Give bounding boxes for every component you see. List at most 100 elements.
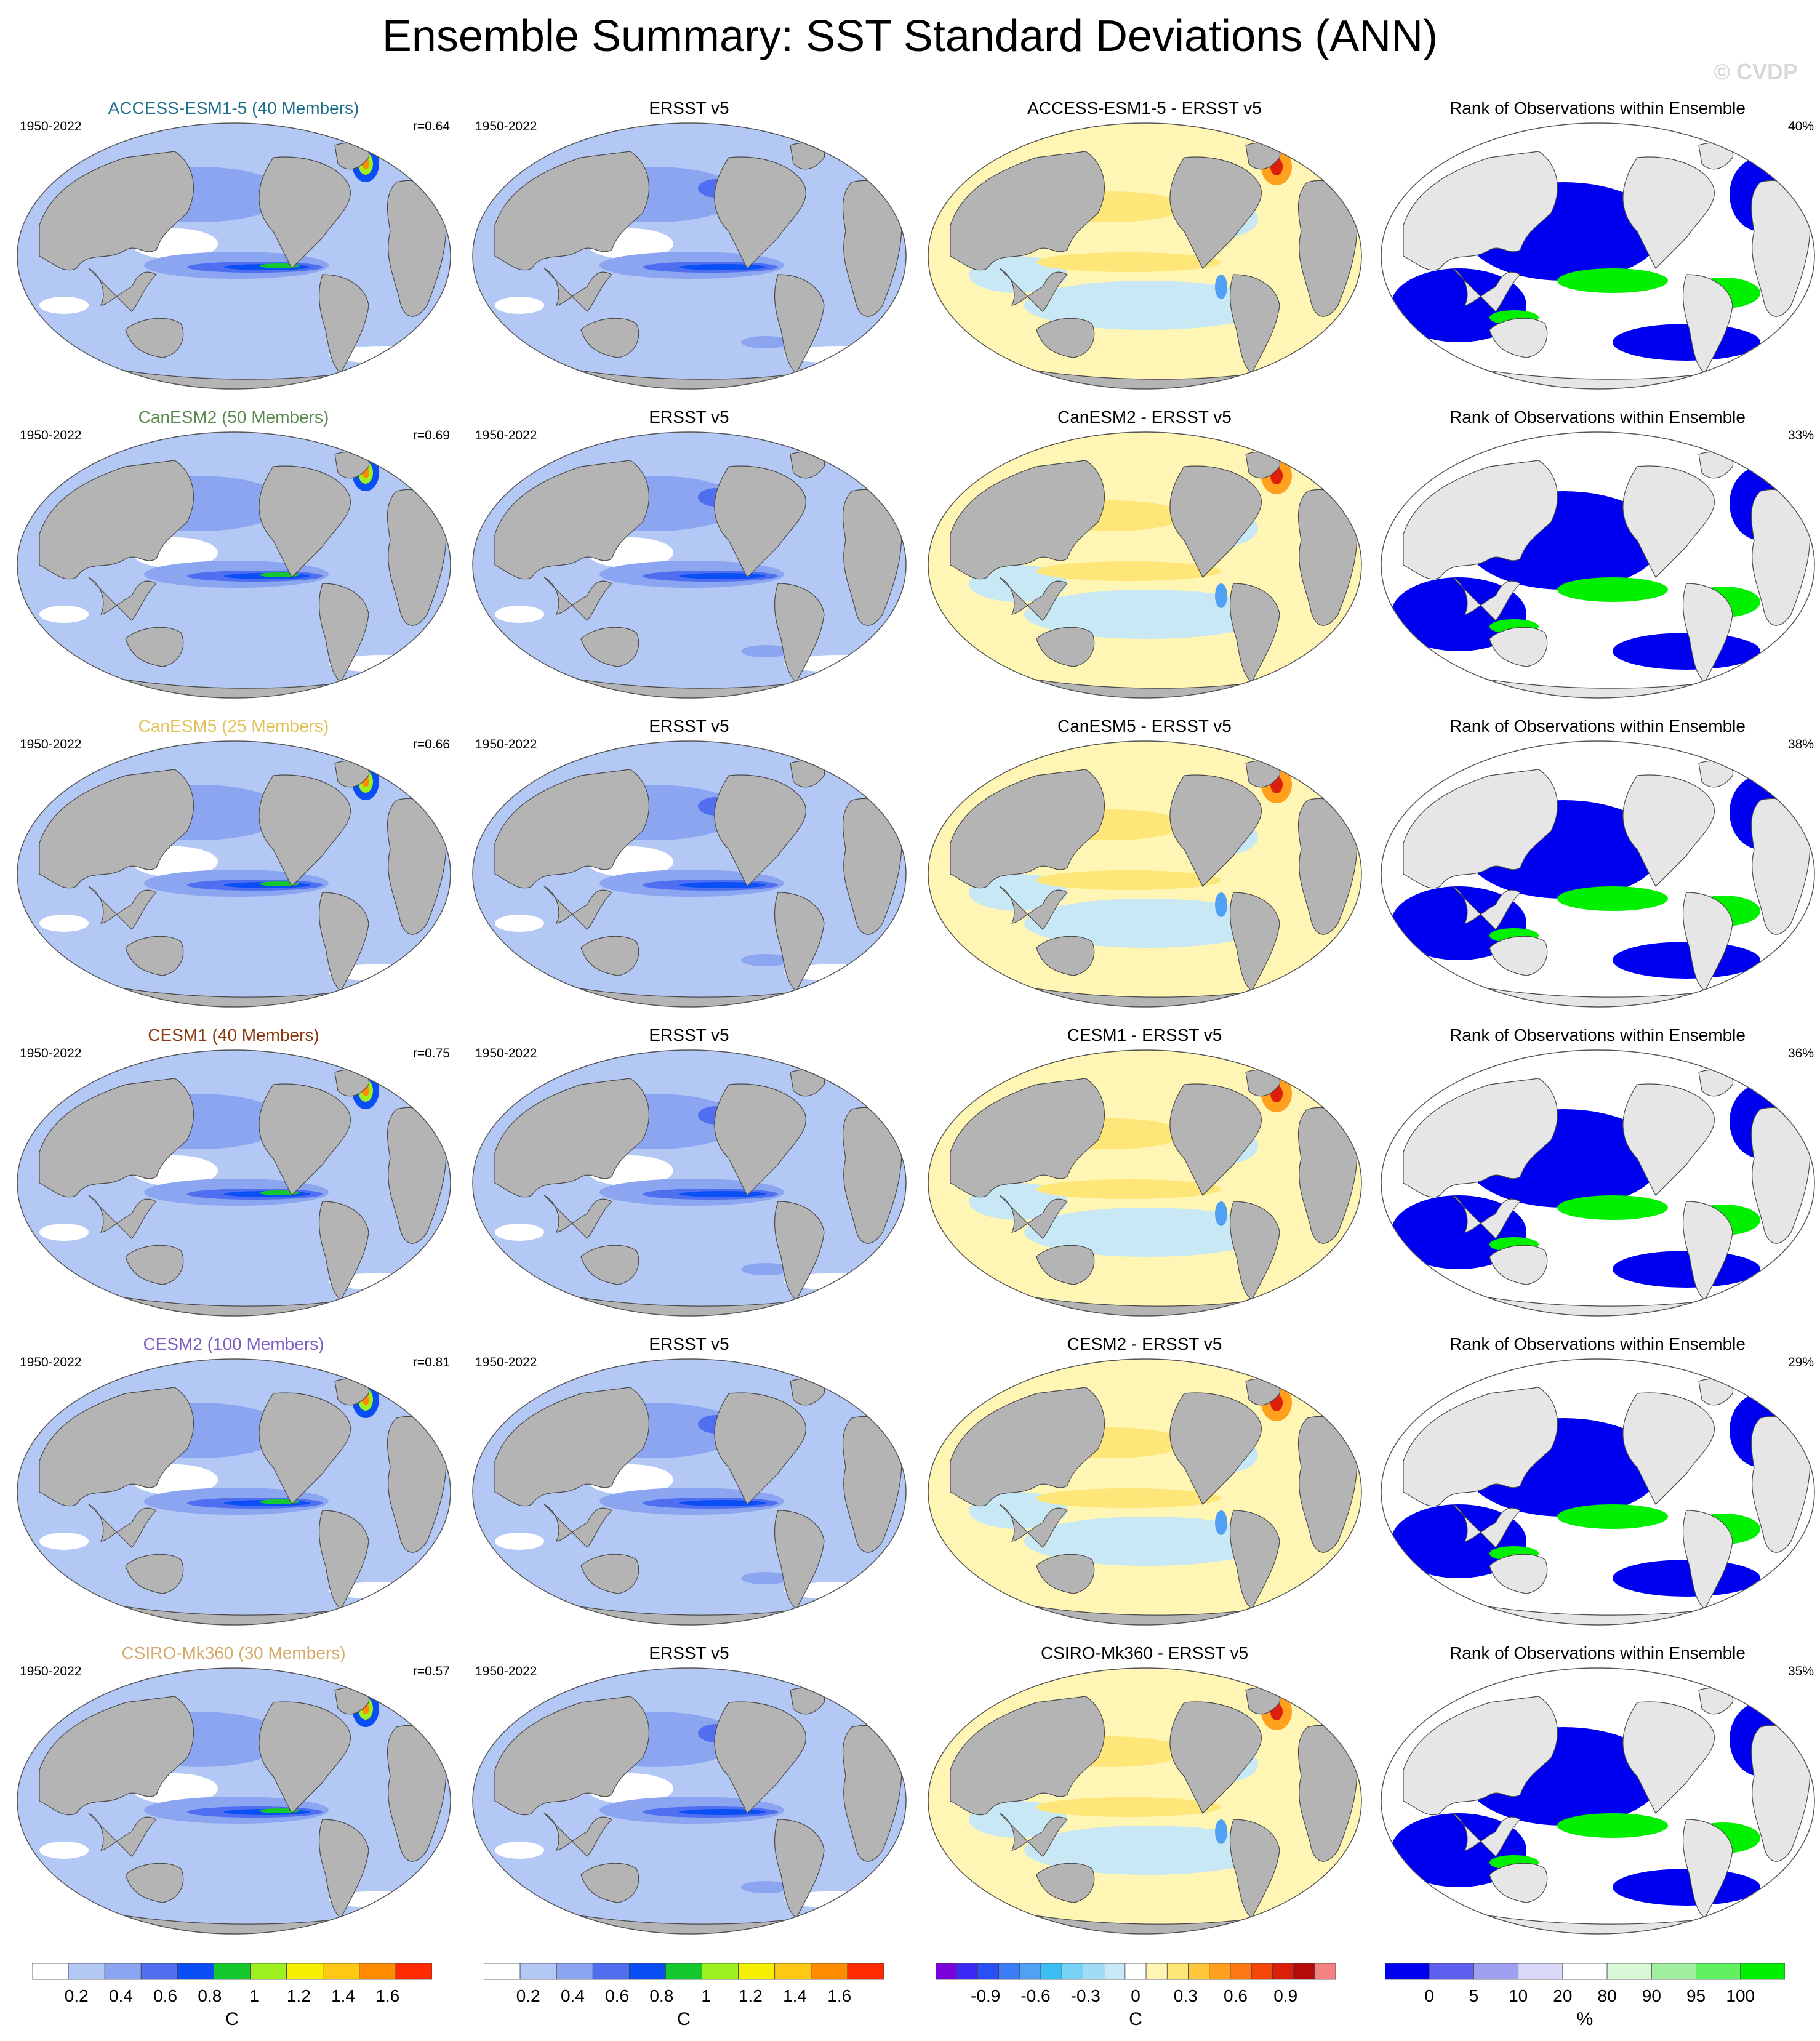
panel-rank: Rank of Observations within Ensemble 33% (1371, 401, 1820, 710)
colorbar-tick-label: 1.6 (375, 1986, 399, 2005)
colorbar-swatch (556, 1963, 593, 1980)
world-map (928, 122, 1362, 390)
rank-percent: 40% (1787, 119, 1814, 134)
colorbar-swatch (1272, 1963, 1294, 1980)
panel-title: CESM1 (40 Members) (148, 1025, 319, 1045)
panel-title: Rank of Observations within Ensemble (1449, 1334, 1746, 1353)
colorbar-tick-label: -0.3 (1071, 1986, 1100, 2005)
colorbar-tick-label: 1 (249, 1986, 259, 2005)
pattern-correlation: r=0.75 (412, 1046, 450, 1061)
colorbar-tick-label: 0.2 (516, 1986, 540, 2005)
panel-model: ACCESS-ESM1-5 (40 Members) 1950-2022 r=0.6… (7, 92, 460, 401)
panel-model: CESM2 (100 Members) 1950-2022 r=0.81 (7, 1328, 460, 1637)
panel-obs: ERSST v5 1950-2022 (463, 1637, 915, 1946)
colorbar-tick-label: 1.2 (739, 1986, 763, 2005)
panel-obs: ERSST v5 1950-2022 (463, 1019, 915, 1328)
panel-title: Rank of Observations within Ensemble (1449, 1643, 1746, 1662)
world-map (1381, 740, 1815, 1008)
pattern-correlation: r=0.64 (412, 119, 450, 134)
colorbar-swatch (1040, 1963, 1062, 1980)
world-map (928, 1667, 1362, 1935)
colorbar-swatch (1061, 1963, 1083, 1980)
panel-obs: ERSST v5 1950-2022 (463, 1328, 915, 1637)
period-label: 1950-2022 (20, 428, 82, 443)
colorbar-tick-label: 1 (701, 1986, 711, 2005)
world-map (17, 1667, 451, 1935)
colorbar-swatch (1651, 1963, 1696, 1980)
panel-model: CSIRO-Mk360 (30 Members) 1950-2022 r=0.57 (7, 1637, 460, 1946)
panel-title: ERSST v5 (649, 98, 729, 118)
panel-rank: Rank of Observations within Ensemble 29% (1371, 1328, 1820, 1637)
colorbar-tick-label: 0.3 (1174, 1986, 1198, 2005)
colorbar-swatch (31, 1963, 69, 1980)
pattern-correlation: r=0.57 (412, 1664, 450, 1678)
colorbar-tick-label: 0.8 (198, 1986, 222, 2005)
panel-title: ERSST v5 (649, 407, 729, 427)
panel-title: Rank of Observations within Ensemble (1449, 98, 1746, 118)
panel-rank: Rank of Observations within Ensemble 38% (1371, 710, 1820, 1019)
world-map (472, 1358, 907, 1626)
colorbar-swatch (1606, 1963, 1652, 1980)
colorbar-swatch (214, 1963, 251, 1980)
period-label: 1950-2022 (20, 1046, 82, 1061)
colorbar-tick-label: 0.4 (561, 1986, 585, 2005)
colorbar-unit: % (1577, 2009, 1594, 2029)
panel-model: CESM1 (40 Members) 1950-2022 r=0.75 (7, 1019, 460, 1328)
colorbar-tick-label: -0.6 (1020, 1986, 1050, 2005)
period-label: 1950-2022 (475, 1664, 537, 1678)
colorbar-tick-label: 0.2 (65, 1986, 89, 2005)
panel-rank: Rank of Observations within Ensemble 40% (1371, 92, 1820, 401)
rank-percent: 33% (1787, 428, 1814, 443)
rank-percent: 29% (1787, 1355, 1814, 1369)
panel-title: CSIRO-Mk360 (30 Members) (121, 1643, 346, 1662)
period-label: 1950-2022 (475, 428, 537, 443)
colorbar-tick-label: 0 (1424, 1986, 1434, 2005)
colorbar-swatch (68, 1963, 105, 1980)
panel-diff: CESM2 - ERSST v5 (918, 1328, 1371, 1637)
colorbar-swatch (1473, 1963, 1519, 1980)
world-map (472, 1667, 907, 1935)
panel-model: CanESM5 (25 Members) 1950-2022 r=0.66 (7, 710, 460, 1019)
colorbar-tick-label: 0.9 (1273, 1986, 1297, 2005)
panel-title: Rank of Observations within Ensemble (1449, 407, 1746, 427)
panel-title: CanESM5 (25 Members) (138, 716, 329, 736)
colorbar-unit: C (225, 2009, 239, 2029)
period-label: 1950-2022 (20, 119, 82, 134)
period-label: 1950-2022 (475, 1355, 537, 1369)
colorbar-tick-label: 100 (1726, 1986, 1755, 2005)
world-map (472, 122, 907, 390)
world-map (472, 1049, 907, 1317)
world-map (472, 740, 907, 1008)
colorbar-swatch (628, 1963, 666, 1980)
colorbar-swatch (1209, 1963, 1231, 1980)
panel-diff: CanESM5 - ERSST v5 (918, 710, 1371, 1019)
world-map (928, 740, 1362, 1008)
colorbar-swatch (1251, 1963, 1273, 1980)
colorbar-swatch (847, 1963, 884, 1980)
colorbar-swatch (1230, 1963, 1252, 1980)
panel-title: CanESM5 - ERSST v5 (1057, 716, 1232, 736)
colorbar: -0.9 -0.6 -0.3 0 0.3 0.6 0.9 C (935, 1963, 1336, 2034)
panel-title: CESM2 (100 Members) (143, 1334, 324, 1353)
colorbar-swatch (323, 1963, 360, 1980)
colorbar: 0.2 0.4 0.6 0.8 1 1.2 1.4 1.6 C (31, 1963, 433, 2034)
pattern-correlation: r=0.69 (412, 428, 450, 443)
world-map (1381, 1667, 1815, 1935)
colorbar-swatch (1145, 1963, 1168, 1980)
colorbar-swatch (359, 1963, 396, 1980)
colorbar-swatch (1384, 1963, 1430, 1980)
panel-rank: Rank of Observations within Ensemble 36% (1371, 1019, 1820, 1328)
pattern-correlation: r=0.81 (412, 1355, 450, 1369)
colorbar-swatch (592, 1963, 630, 1980)
colorbar-swatch (1293, 1963, 1315, 1980)
colorbar-tick-label: 1.4 (783, 1986, 807, 2005)
colorbar-swatch (1562, 1963, 1608, 1980)
panel-title: ACCESS-ESM1-5 - ERSST v5 (1027, 98, 1262, 118)
world-map (472, 431, 907, 699)
panel-diff: CanESM2 - ERSST v5 (918, 401, 1371, 710)
world-map (1381, 122, 1815, 390)
colorbar-tick-label: 5 (1469, 1986, 1479, 2005)
panel-diff: ACCESS-ESM1-5 - ERSST v5 (918, 92, 1371, 401)
colorbar-swatch (956, 1963, 978, 1980)
colorbar-swatch (250, 1963, 287, 1980)
